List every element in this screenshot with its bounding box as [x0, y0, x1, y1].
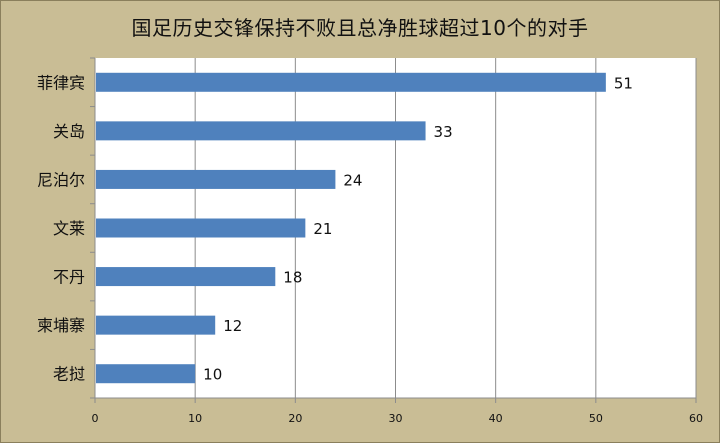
category-label: 菲律宾: [37, 73, 85, 92]
x-tick-label: 60: [689, 412, 703, 425]
category-label: 不丹: [53, 268, 85, 287]
chart-title: 国足历史交锋保持不败且总净胜球超过10个的对手: [131, 16, 589, 40]
bar: [96, 315, 216, 335]
bar-value-label: 51: [614, 74, 633, 92]
bar-value-label: 10: [203, 366, 222, 384]
bar: [96, 72, 606, 92]
bar: [96, 218, 306, 238]
category-label: 尼泊尔: [37, 170, 85, 189]
bar: [96, 364, 196, 384]
x-tick-label: 10: [188, 412, 202, 425]
category-label: 关岛: [53, 122, 85, 141]
bar-value-label: 18: [283, 269, 302, 287]
bar: [96, 169, 336, 189]
bar-value-label: 21: [313, 220, 332, 238]
x-tick-label: 50: [589, 412, 603, 425]
category-label: 老挝: [53, 365, 85, 384]
category-label: 柬埔寨: [37, 316, 85, 335]
category-label: 文莱: [53, 219, 85, 238]
bar-value-label: 12: [223, 317, 242, 335]
bar: [96, 121, 426, 141]
bar: [96, 267, 276, 287]
x-tick-label: 40: [489, 412, 503, 425]
bar-value-label: 33: [434, 123, 453, 141]
x-tick-label: 20: [288, 412, 302, 425]
bar-value-label: 24: [343, 171, 362, 189]
x-tick-label: 0: [92, 412, 99, 425]
x-tick-label: 30: [389, 412, 403, 425]
